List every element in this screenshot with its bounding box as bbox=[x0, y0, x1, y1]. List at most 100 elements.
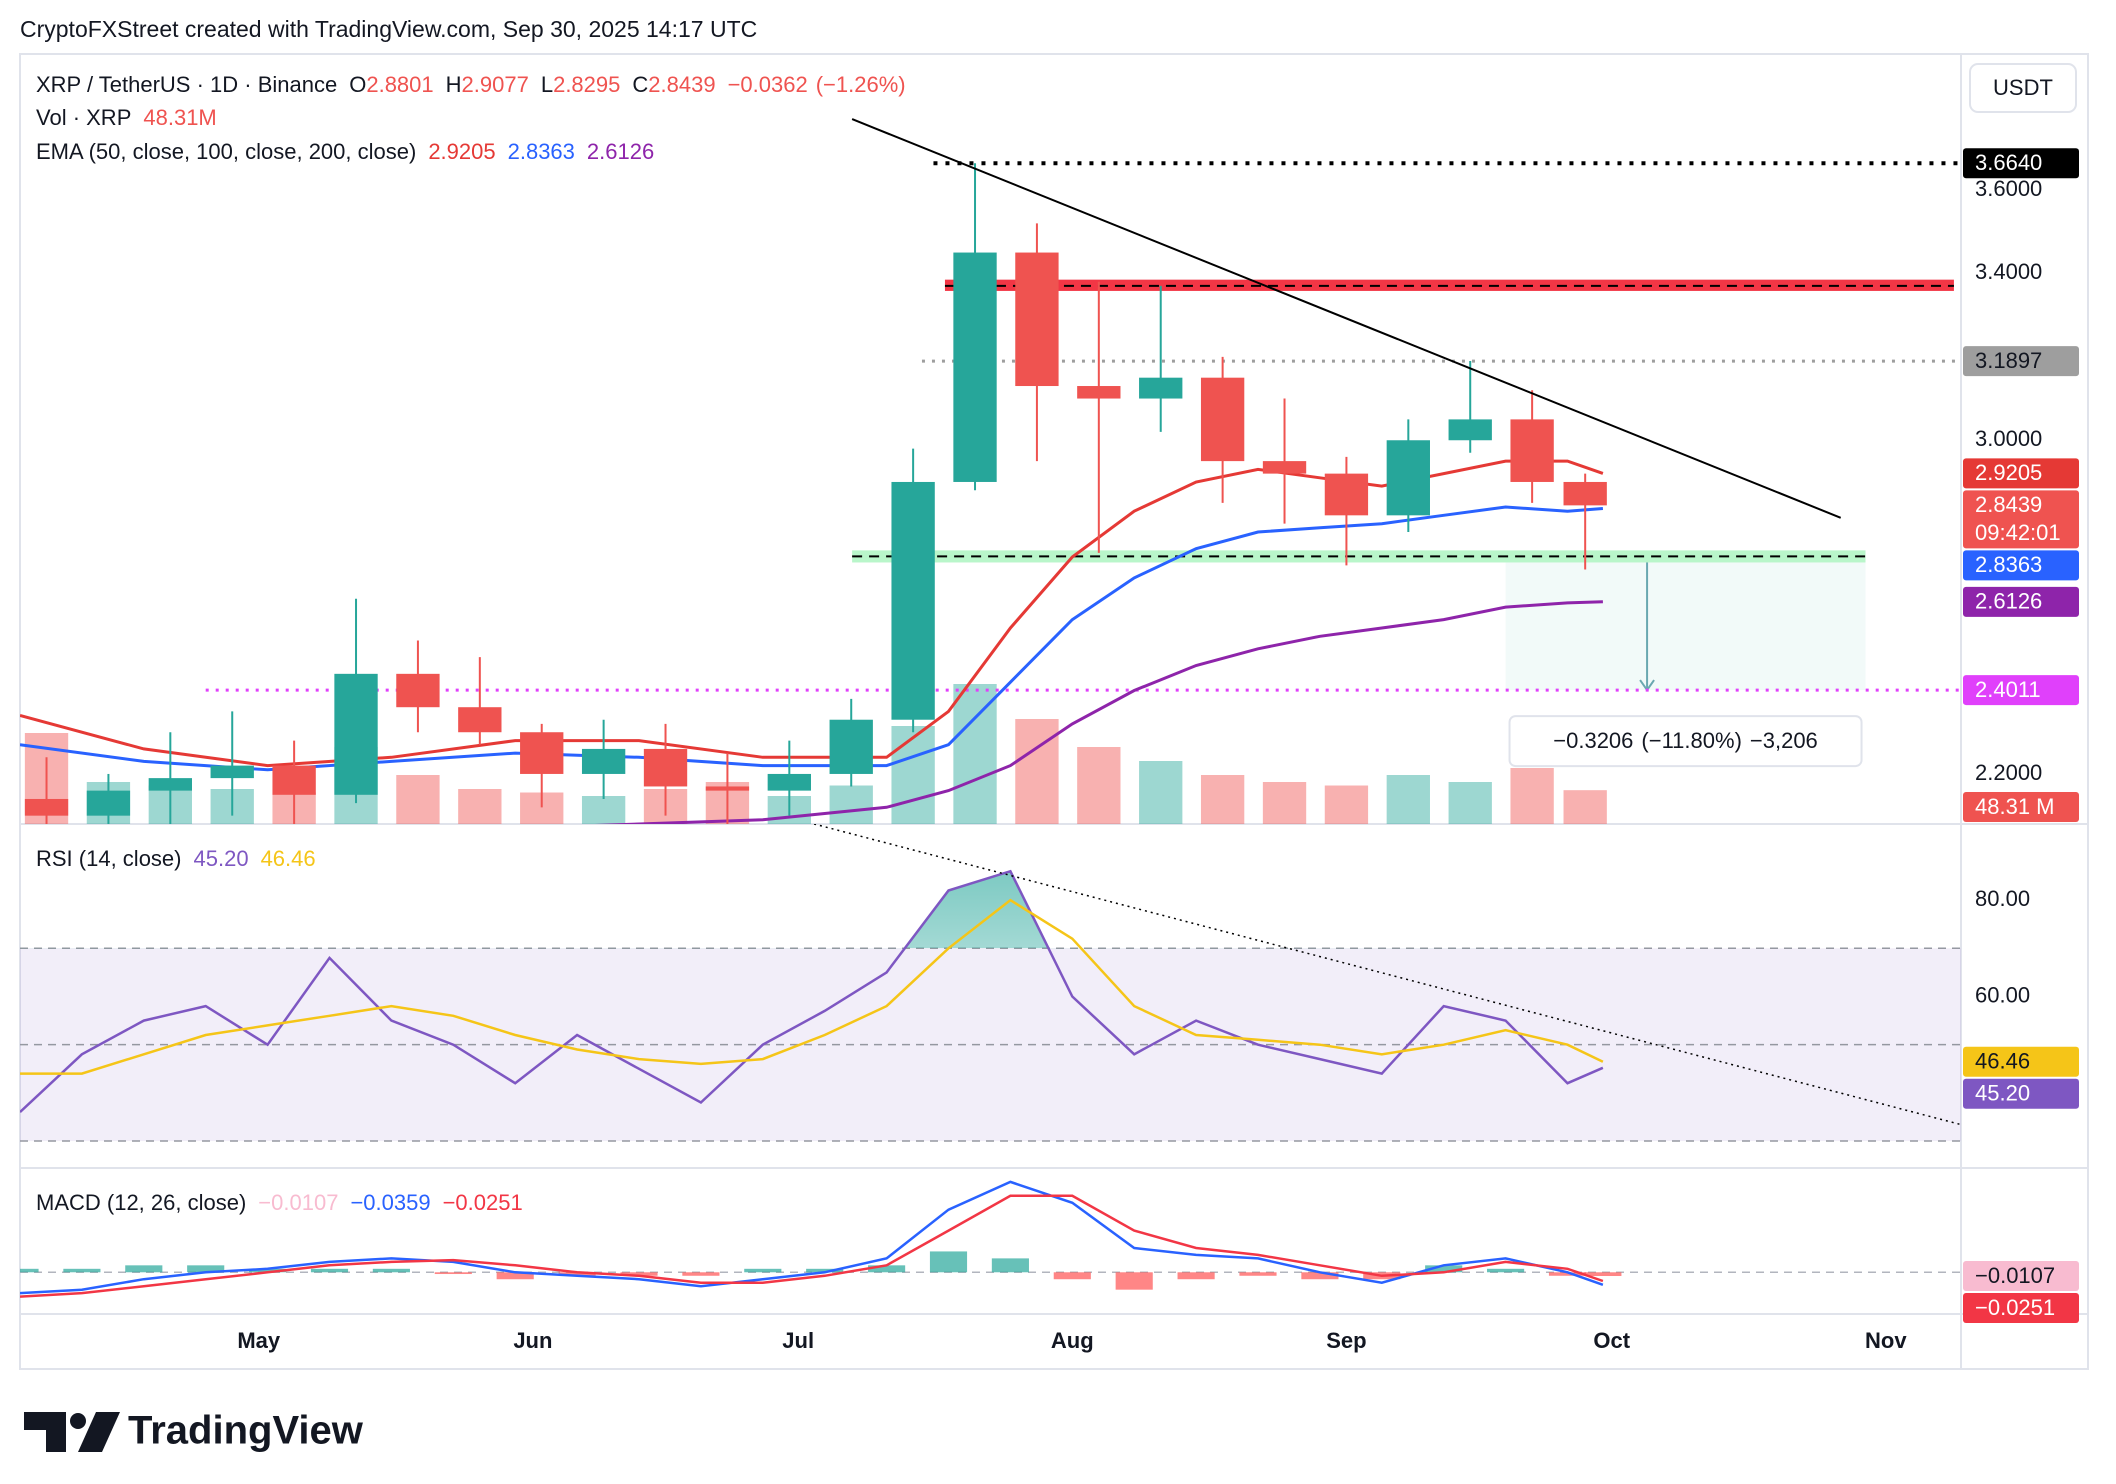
x-tick-label: Sep bbox=[1326, 1328, 1366, 1353]
axis-label: 45.20 bbox=[1975, 1081, 2030, 1106]
volume-bar bbox=[458, 789, 502, 824]
countdown: 09:42:01 bbox=[1975, 520, 2061, 545]
frame bbox=[19, 53, 2089, 1370]
volume-bar bbox=[1448, 782, 1492, 824]
ema-title: EMA (50, close, 100, close, 200, close) bbox=[36, 139, 416, 164]
zone bbox=[852, 550, 1866, 563]
histogram-bar bbox=[20, 1268, 39, 1273]
volume-bar bbox=[953, 684, 997, 824]
histogram-bar bbox=[1548, 1272, 1587, 1276]
x-tick-label: Aug bbox=[1051, 1328, 1094, 1353]
histogram-bar bbox=[249, 1268, 287, 1273]
overbought-fill bbox=[904, 871, 1049, 949]
y-tick-label: 80.00 bbox=[1975, 886, 2030, 911]
indicator-pane bbox=[20, 1180, 1961, 1298]
axis-label: 2.6126 bbox=[1975, 589, 2042, 614]
indicator-line bbox=[20, 1180, 1604, 1295]
histogram-bar bbox=[310, 1268, 349, 1273]
histogram-bar bbox=[744, 1268, 782, 1273]
volume-bar bbox=[1015, 719, 1059, 824]
volume-bar bbox=[891, 726, 935, 824]
histogram-bar bbox=[682, 1272, 720, 1276]
axis-label: −0.0107 bbox=[1975, 1263, 2055, 1288]
legend-value: 46.46 bbox=[261, 846, 316, 871]
volume-bar bbox=[1139, 761, 1183, 824]
axis-label-bg bbox=[1963, 550, 2079, 581]
legend-symbol: XRP / TetherUS · 1D · Binance O2.8801 H2.9… bbox=[36, 72, 906, 97]
candle-body bbox=[1324, 473, 1369, 516]
x-tick-label: Nov bbox=[1865, 1328, 1907, 1353]
candle-body bbox=[829, 719, 873, 774]
ema-line bbox=[20, 505, 1604, 772]
currency-box[interactable] bbox=[1969, 63, 2077, 113]
volume-bar bbox=[1563, 790, 1607, 824]
y-tick-label: 3.0000 bbox=[1975, 426, 2042, 451]
histogram-bar bbox=[1177, 1272, 1215, 1280]
main-pane bbox=[20, 118, 1961, 824]
axis-label: 3.1897 bbox=[1975, 348, 2042, 373]
axis-label: −0.0251 bbox=[1975, 1295, 2055, 1320]
indicator-legend: MACD (12, 26, close) −0.0107 −0.0359 −0.025… bbox=[36, 1190, 523, 1215]
axis-label-bg bbox=[1963, 792, 2079, 822]
currency[interactable]: USDT bbox=[1993, 75, 2053, 100]
histogram-bar bbox=[991, 1258, 1029, 1273]
candle-body bbox=[1262, 461, 1307, 474]
candle-body bbox=[458, 707, 502, 733]
histogram-bar bbox=[929, 1251, 968, 1273]
axis-label-bg bbox=[1963, 148, 2079, 179]
measure-label: −0.3206 (−11.80%) −3,206 bbox=[1553, 728, 1818, 753]
candle-body bbox=[581, 748, 626, 774]
legend-value: −0.0251 bbox=[443, 1190, 523, 1215]
ohlc-value: 2.8295 bbox=[553, 72, 620, 97]
candle-body bbox=[1386, 440, 1430, 516]
axis-label: 2.8439 bbox=[1975, 492, 2042, 517]
candle-body bbox=[334, 673, 378, 795]
histogram-bar bbox=[620, 1272, 658, 1276]
volume-name: Vol · XRP bbox=[36, 105, 131, 130]
candle-body bbox=[643, 748, 688, 787]
x-tick-label: Oct bbox=[1593, 1328, 1630, 1353]
ohlc-value: 2.8439 bbox=[648, 72, 715, 97]
ema-value: 2.6126 bbox=[587, 139, 654, 164]
axis-label-bg bbox=[1963, 675, 2079, 706]
candle-body bbox=[1015, 252, 1059, 387]
ema-value: 2.9205 bbox=[428, 139, 495, 164]
volume-bar bbox=[1386, 775, 1430, 824]
ema-line bbox=[594, 600, 1603, 824]
change-pct: (−1.26%) bbox=[816, 72, 906, 97]
indicator-legend: RSI (14, close) 45.20 46.46 bbox=[36, 846, 316, 871]
x-tick-label: May bbox=[237, 1328, 281, 1353]
measure-value: (−11.80%) bbox=[1641, 728, 1741, 753]
y-tick-label: 3.4000 bbox=[1975, 259, 2042, 284]
candle-body bbox=[1077, 386, 1121, 399]
x-tick-label: Jul bbox=[782, 1328, 814, 1353]
histogram-bar bbox=[1301, 1272, 1339, 1280]
histogram-bar bbox=[1487, 1268, 1525, 1273]
legend-volume: Vol · XRP 48.31M bbox=[36, 105, 217, 130]
histogram-bar bbox=[1425, 1265, 1463, 1273]
y-tick-label: 3.6000 bbox=[1975, 176, 2042, 201]
axis-label-bg bbox=[1963, 1078, 2079, 1109]
candle-body bbox=[1563, 481, 1607, 506]
candle-body bbox=[272, 765, 316, 795]
histogram-bar bbox=[558, 1272, 596, 1276]
histogram-bar bbox=[1584, 1272, 1622, 1277]
axis-label: 2.4011 bbox=[1975, 677, 2041, 702]
volume-value: 48.31M bbox=[143, 105, 216, 130]
footer-brand: TradingView bbox=[128, 1409, 364, 1453]
candle-body bbox=[210, 765, 254, 779]
header-credit: CryptoFXStreet created with TradingView.… bbox=[20, 16, 757, 42]
indicator-line bbox=[20, 869, 1604, 1114]
volume-bar bbox=[581, 796, 626, 824]
volume-bar bbox=[1262, 782, 1307, 824]
candle-body bbox=[396, 673, 440, 708]
indicator-pane bbox=[20, 824, 1961, 1142]
candle-body bbox=[705, 786, 750, 791]
indicator-line bbox=[20, 898, 1604, 1075]
axis-label: 46.46 bbox=[1975, 1049, 2030, 1074]
measure-label-bg bbox=[1508, 715, 1863, 768]
volume-bar bbox=[1324, 785, 1369, 824]
candle-body bbox=[767, 773, 811, 791]
